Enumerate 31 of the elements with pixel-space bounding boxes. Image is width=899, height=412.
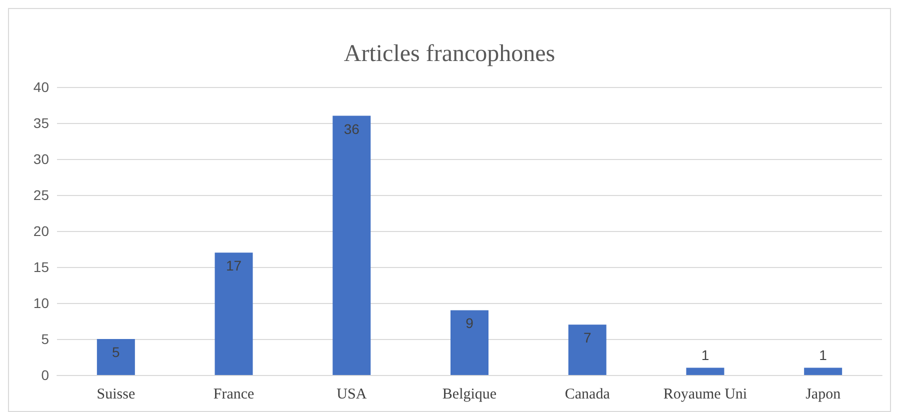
y-tick-label: 25 <box>33 187 50 203</box>
data-label: 1 <box>819 346 828 363</box>
y-tick-label: 10 <box>33 295 50 311</box>
data-label: 7 <box>583 330 592 346</box>
data-label: 9 <box>466 315 474 332</box>
y-tick-label: 30 <box>33 151 50 167</box>
x-tick-label: Belgique <box>442 386 497 402</box>
bar <box>96 339 135 375</box>
y-tick-label: 5 <box>41 331 50 347</box>
x-tick-label: Suisse <box>96 386 136 402</box>
y-tick-label: 0 <box>41 367 50 383</box>
bar <box>450 310 488 375</box>
bar <box>568 324 606 375</box>
y-tick-label: 15 <box>33 259 50 275</box>
bar <box>332 116 371 375</box>
x-tick-label: Canada <box>564 386 610 402</box>
x-tick-label: USA <box>336 386 367 402</box>
data-label: 36 <box>344 120 360 137</box>
data-label: 17 <box>226 258 242 274</box>
chart-title: Articles francophones <box>344 41 556 67</box>
y-tick-label: 20 <box>33 223 50 239</box>
x-tick-label: Japon <box>806 386 842 402</box>
x-tick-label: Royaume Uni <box>663 386 748 402</box>
data-label: 1 <box>701 346 710 363</box>
y-tick-label: 35 <box>33 115 50 131</box>
bar <box>686 368 724 375</box>
bar <box>804 368 842 375</box>
bar <box>214 252 253 375</box>
y-tick-label: 40 <box>33 79 50 95</box>
x-tick-label: France <box>213 386 255 402</box>
data-label: 5 <box>112 344 120 360</box>
